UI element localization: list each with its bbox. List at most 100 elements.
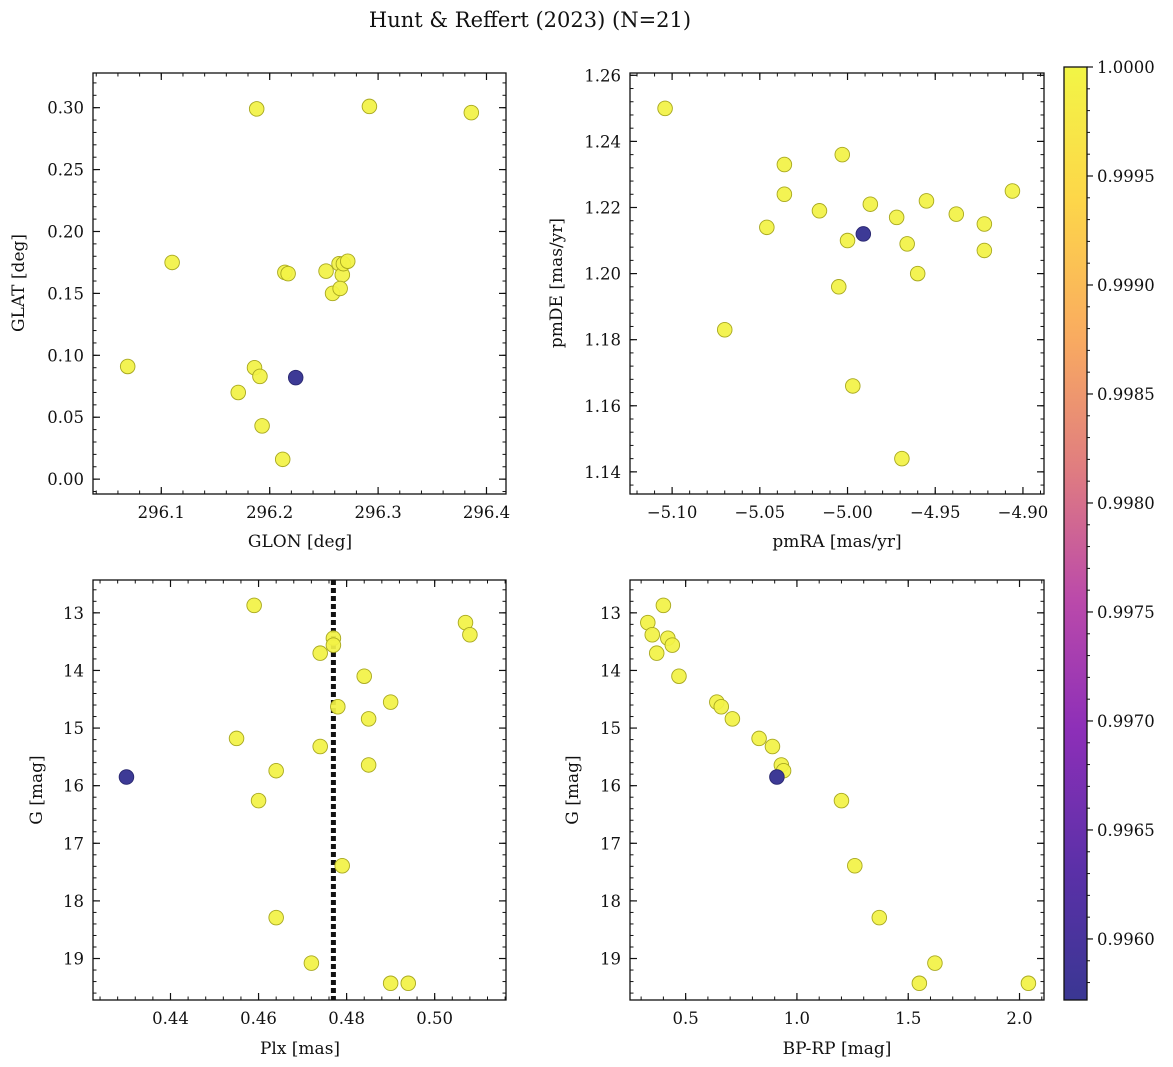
panel-bprp-g: 0.5 1.0 1.5 2.0 13 14 15 16 17 18 19 BP-RP [mag] G… [563, 579, 1045, 1059]
member-star-point [655, 597, 672, 614]
y-tick-label: 0.10 [47, 346, 84, 365]
x-tick-label: 2.0 [1006, 1009, 1032, 1028]
member-star-point [644, 626, 661, 643]
member-star-point [671, 668, 687, 684]
x-tick-label: 296.3 [354, 503, 401, 522]
member-star-point [1004, 183, 1021, 199]
member-star-point [230, 384, 247, 401]
member-star-point [268, 909, 284, 926]
member-star-point [312, 645, 328, 661]
x-axis-label: pmRA [mas/yr] [772, 532, 901, 552]
colorbar-tick-label: 0.9985 [1097, 385, 1155, 404]
y-tick-label: 0.25 [47, 161, 84, 180]
member-star-point [888, 209, 905, 226]
member-star-point [164, 254, 180, 271]
y-tick-label: 1.24 [584, 132, 621, 151]
y-tick-label: 0.30 [47, 99, 84, 118]
figure-title: Hunt & Reffert (2023) (N=21) [369, 8, 691, 32]
x-tick-label: −4.90 [998, 503, 1049, 522]
y-tick-label: 18 [600, 892, 621, 911]
y-tick-label: 13 [63, 604, 84, 623]
member-star-point [463, 104, 480, 121]
colorbar-ticks: 0.9960 0.9965 0.9970 0.9975 0.9980 0.9985 0.99… [1087, 58, 1155, 984]
low-probability-star-point [855, 226, 872, 242]
x-axis-label: GLON [deg] [248, 532, 352, 552]
colorbar-tick-label: 0.9975 [1097, 603, 1155, 622]
member-star-point [871, 909, 888, 926]
axes-frame [92, 579, 507, 1001]
member-star-point [833, 792, 850, 809]
y-tick-label: 18 [63, 892, 84, 911]
y-tick-label: 14 [63, 661, 84, 680]
colorbar-frame [1063, 66, 1088, 1001]
member-star-point [899, 236, 915, 252]
member-star-point [318, 263, 334, 279]
axes-frame [629, 72, 1045, 495]
member-star-point [339, 253, 356, 269]
member-star-point [268, 762, 284, 779]
y-tick-label: 17 [600, 834, 621, 853]
y-tick-label: 19 [600, 950, 621, 969]
y-tick-label: 0.20 [47, 222, 84, 241]
member-star-point [303, 955, 320, 971]
member-star-point [894, 450, 910, 467]
x-tick-label: 0.46 [240, 1009, 277, 1028]
member-star-point [976, 216, 993, 232]
member-star-point [280, 265, 296, 282]
y-axis-label: pmDE [mas/yr] [547, 218, 567, 348]
x-tick-label: 0.50 [416, 1009, 453, 1028]
member-star-point [724, 711, 741, 727]
y-tick-label: 1.14 [584, 463, 621, 482]
member-star-point [462, 626, 478, 643]
member-star-point [918, 193, 935, 209]
member-star-point [361, 98, 378, 115]
member-star-point [274, 451, 291, 468]
member-star-point [764, 738, 781, 755]
axis-ticks: 0.44 0.46 0.48 0.50 13 14 15 16 17 18 19 [63, 580, 506, 1028]
x-tick-label: 296.1 [138, 503, 185, 522]
member-star-point [246, 597, 262, 614]
colorbar: 0.9960 0.9965 0.9970 0.9975 0.9980 0.9985 0.99… [1063, 58, 1155, 1001]
x-tick-label: −5.05 [735, 503, 786, 522]
member-star-point [228, 730, 245, 747]
member-star-point [909, 265, 926, 282]
low-probability-star-point [769, 769, 785, 785]
member-star-point [713, 698, 730, 715]
member-star-point [716, 322, 733, 338]
member-star-point [248, 101, 265, 117]
member-star-point [332, 280, 348, 297]
axis-ticks: −5.10 −5.05 −5.00 −4.95 −4.90 1.14 1.16 1.18 1.2… [584, 66, 1048, 522]
member-star-point [831, 279, 847, 295]
y-tick-label: 15 [600, 719, 621, 738]
x-tick-label: 0.44 [152, 1009, 189, 1028]
member-star-point [325, 637, 342, 653]
low-probability-star-point [118, 769, 135, 785]
colorbar-tick-label: 0.9995 [1097, 167, 1155, 186]
member-star-point [400, 975, 417, 992]
member-star-point [927, 955, 943, 971]
member-star-point [252, 368, 268, 385]
scatter-points [118, 597, 478, 992]
member-star-point [334, 858, 350, 874]
panel-plx-g: 0.44 0.46 0.48 0.50 13 14 15 16 17 18 19 Plx [mas]… [27, 579, 507, 1059]
panel-glon-glat: 296.1 296.2 296.3 296.4 0.00 0.05 0.10 0.15 0.20… [9, 72, 510, 552]
member-star-point [360, 711, 377, 727]
member-star-point [834, 146, 851, 163]
x-tick-label: −5.10 [647, 503, 698, 522]
colorbar-tick-label: 0.9990 [1097, 276, 1155, 295]
y-tick-label: 1.20 [584, 265, 621, 284]
y-axis-label: G [mag] [563, 755, 583, 824]
member-star-point [657, 100, 673, 117]
y-tick-label: 16 [600, 777, 621, 796]
colorbar-tick-label: 0.9970 [1097, 712, 1155, 731]
y-axis-label: GLAT [deg] [9, 234, 29, 332]
scatter-points [640, 597, 1037, 992]
x-tick-label: −5.00 [822, 503, 873, 522]
x-tick-label: −4.95 [910, 503, 961, 522]
member-star-point [811, 203, 828, 219]
x-axis-label: Plx [mas] [260, 1039, 340, 1059]
scatter-points [119, 98, 480, 468]
colorbar-tick-label: 0.9960 [1097, 930, 1155, 949]
x-tick-label: 0.5 [673, 1009, 699, 1028]
y-tick-label: 0.15 [47, 284, 84, 303]
